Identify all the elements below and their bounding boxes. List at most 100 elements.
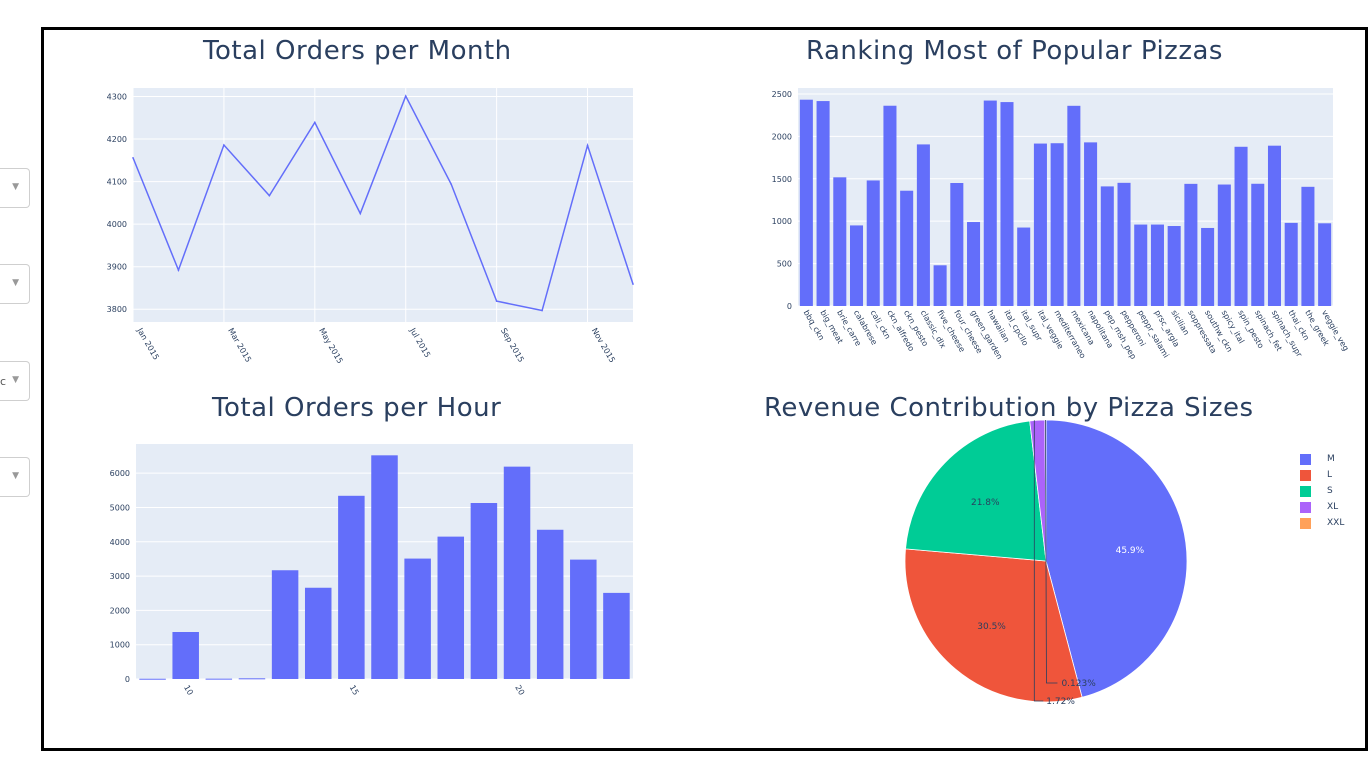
pizza-bar <box>1050 143 1064 306</box>
legend-swatch <box>1300 517 1311 529</box>
pizza-bar <box>1234 146 1248 306</box>
hour-y-tick-label: 1000 <box>110 641 130 650</box>
pizza-bar <box>883 105 897 307</box>
legend-swatch <box>1300 469 1311 481</box>
filter-dropdown-4[interactable]: ▼ <box>0 457 30 497</box>
pizza-bar <box>1067 105 1081 306</box>
month-data-point <box>586 144 589 147</box>
filter-dropdown-2[interactable]: ▼ <box>0 264 30 304</box>
month-x-tick-label: May 2015 <box>317 327 345 366</box>
pizza-bar <box>1150 224 1164 306</box>
hour-bar <box>603 592 630 679</box>
pizza-bar <box>833 177 847 306</box>
pie-slice <box>1045 419 1188 698</box>
hour-bar <box>205 678 233 680</box>
pizza-bar <box>799 99 813 306</box>
hour-bar <box>238 678 266 680</box>
hour-y-tick-label: 3000 <box>110 572 130 581</box>
month-data-point <box>359 212 362 215</box>
hour-bar <box>470 503 498 679</box>
pizza-bar <box>1201 227 1215 306</box>
month-data-point <box>132 156 134 159</box>
pizza-bar <box>1217 184 1231 306</box>
legend-item-l[interactable]: L <box>1300 467 1344 483</box>
pizza-bar <box>983 100 997 307</box>
filter-dropdown-3[interactable]: c ▼ <box>0 361 30 401</box>
pizza-bar <box>849 225 864 306</box>
hour-bar <box>139 678 166 680</box>
pizza-bar <box>1117 182 1131 306</box>
hour-bar <box>271 570 299 679</box>
hour-y-tick-label: 2000 <box>110 606 130 615</box>
pizza-bar <box>916 144 930 306</box>
pizza-bar <box>1000 102 1014 306</box>
pizza-bar <box>1251 183 1265 306</box>
chart-title-orders-hour: Total Orders per Hour <box>212 393 502 423</box>
month-x-tick-label: Sep 2015 <box>499 327 526 364</box>
hour-x-tick-label: 10 <box>182 684 195 697</box>
month-data-point <box>541 309 543 312</box>
month-plot-area <box>133 88 633 322</box>
hour-y-tick-label: 5000 <box>110 503 130 512</box>
pie-slice-label: 1.72% <box>1046 697 1075 707</box>
hour-bar <box>371 455 398 679</box>
hour-bar <box>338 495 365 679</box>
legend-label: L <box>1327 470 1333 480</box>
hour-y-tick-label: 4000 <box>110 538 130 547</box>
pizza-bar <box>1084 142 1098 306</box>
pizza-bar <box>1301 186 1315 306</box>
chart-title-popular-pizzas: Ranking Most of Popular Pizzas <box>806 36 1223 66</box>
pizza-bar <box>967 222 981 306</box>
hour-x-tick-label: 20 <box>513 684 526 697</box>
pizza-bar <box>1033 143 1047 306</box>
filter-dropdown-1[interactable]: ▼ <box>0 168 30 208</box>
hour-bar <box>536 529 564 679</box>
pie-slice-label: 30.5% <box>977 622 1006 632</box>
pizza-bar <box>1284 222 1298 306</box>
pizza-bar <box>1134 224 1148 306</box>
legend-swatch <box>1300 453 1311 465</box>
legend-item-m[interactable]: M <box>1300 451 1344 467</box>
month-x-tick-label: Mar 2015 <box>226 327 253 364</box>
month-y-tick-label: 3900 <box>107 263 127 272</box>
month-data-point <box>495 300 498 302</box>
hour-bar <box>503 466 531 679</box>
pizza-y-tick-label: 2000 <box>772 132 792 141</box>
legend-label: XL <box>1327 502 1339 512</box>
month-data-point <box>450 183 452 185</box>
legend-item-xxl[interactable]: XXL <box>1300 515 1344 531</box>
month-y-tick-label: 4300 <box>107 93 127 102</box>
pizza-y-tick-label: 2500 <box>772 90 792 99</box>
dropdown-value: c <box>0 375 7 388</box>
legend-label: M <box>1327 454 1335 464</box>
legend-item-s[interactable]: S <box>1300 483 1344 499</box>
pie-slice <box>904 548 1083 703</box>
hour-bar <box>404 558 431 679</box>
chevron-down-icon: ▼ <box>12 471 19 481</box>
month-x-tick-label: Nov 2015 <box>590 327 617 365</box>
pie-leader-line <box>1033 420 1044 702</box>
hour-bar <box>304 587 332 679</box>
pizza-bar <box>1267 145 1282 306</box>
chevron-down-icon: ▼ <box>12 182 19 192</box>
hour-bar <box>172 632 199 679</box>
pie-legend[interactable]: M L S XL XXL <box>1300 451 1344 531</box>
chart-title-revenue-sizes: Revenue Contribution by Pizza Sizes <box>764 393 1254 423</box>
month-x-tick-label: Jan 2015 <box>135 326 161 362</box>
hour-y-tick-label: 6000 <box>110 469 130 478</box>
month-y-tick-label: 4100 <box>107 178 127 187</box>
chart-title-orders-month: Total Orders per Month <box>203 36 512 66</box>
pie-slice <box>905 420 1047 562</box>
month-y-tick-label: 3800 <box>107 305 127 314</box>
month-data-point <box>268 194 271 197</box>
pie-slice-label: 45.9% <box>1116 546 1145 556</box>
pizza-bar <box>816 101 830 306</box>
pizza-bar <box>1100 186 1114 306</box>
legend-item-xl[interactable]: XL <box>1300 499 1344 515</box>
pizza-bar <box>1167 226 1181 306</box>
chevron-down-icon: ▼ <box>12 278 19 288</box>
pizza-y-tick-label: 1500 <box>772 175 792 184</box>
hour-bar <box>437 536 465 679</box>
pizza-bar <box>1017 227 1031 306</box>
